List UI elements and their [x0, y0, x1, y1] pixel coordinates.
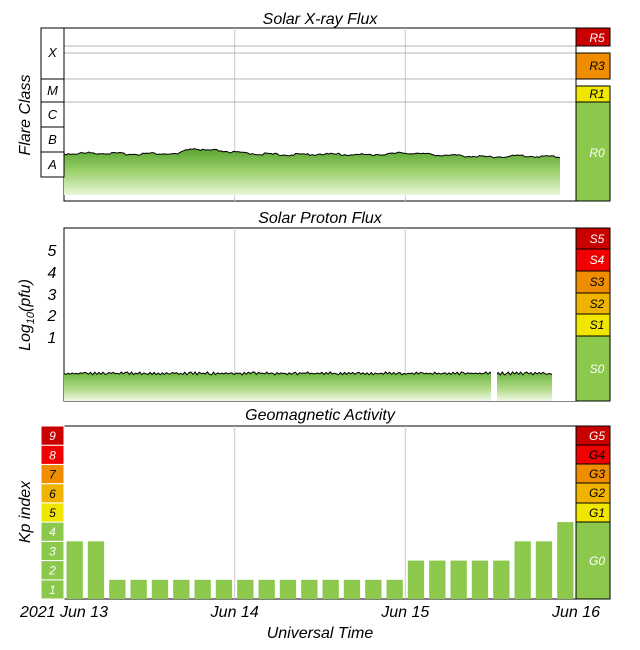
xray-class-lines	[64, 45, 576, 103]
kp-bar	[173, 579, 190, 599]
kp-bar	[471, 560, 489, 599]
xaxis-label: Universal Time	[267, 625, 374, 642]
kp-bars	[66, 522, 574, 599]
proton-ytick-3: 3	[48, 287, 57, 304]
kp-bar	[450, 560, 467, 599]
scale-g1: G1	[589, 506, 605, 520]
kp-scale-label: 9	[49, 429, 56, 443]
proton-ytick-4: 4	[48, 265, 57, 282]
kp-bar	[535, 541, 553, 599]
xray-flux-line	[63, 148, 561, 159]
flare-class-m: M	[47, 83, 58, 98]
scale-r5: R5	[589, 31, 605, 45]
kp-bar	[322, 579, 339, 599]
proton-ylabel: Log10(pfu)	[17, 279, 37, 351]
scale-r0: R0	[589, 146, 605, 160]
kp-index-scale: 1 2 3 4 5 6 7 8 9	[40, 425, 65, 600]
kp-scale-label: 8	[49, 448, 56, 462]
kp-bar	[151, 579, 169, 599]
scale-g5: G5	[589, 429, 605, 443]
kp-bar	[386, 579, 403, 599]
proton-gridlines	[234, 228, 406, 401]
kp-bar	[365, 579, 382, 599]
proton-title: Solar Proton Flux	[258, 210, 383, 227]
kp-bar	[279, 579, 297, 599]
flare-class-b: B	[48, 132, 57, 147]
scale-s0: S0	[590, 362, 605, 376]
flare-class-x: X	[47, 45, 58, 60]
xtick-jun16: Jun 16	[551, 604, 600, 621]
xray-title: Solar X-ray Flux	[263, 11, 379, 28]
proton-ytick-2: 2	[47, 308, 57, 325]
flare-class-a: A	[47, 157, 57, 172]
proton-data-gaps	[491, 362, 576, 401]
proton-yticks: 5 4 3 2 1	[47, 243, 57, 347]
xray-ylabel: Flare Class	[17, 75, 34, 156]
xtick-jun15: Jun 15	[380, 604, 429, 621]
radiation-storm-scale	[575, 227, 611, 402]
kp-bar	[66, 541, 83, 599]
kp-scale-label: 1	[49, 583, 56, 597]
kp-bar	[343, 579, 361, 599]
scale-s4: S4	[590, 253, 605, 267]
geomag-title: Geomagnetic Activity	[245, 407, 396, 424]
geomagnetic-storm-scale	[575, 425, 611, 600]
proton-ytick-5: 5	[48, 243, 57, 260]
proton-flux-line	[63, 371, 577, 376]
flare-class-c: C	[48, 107, 58, 122]
kp-bar	[429, 560, 446, 599]
kp-bar	[130, 579, 147, 599]
flare-class-dividers	[41, 78, 64, 153]
radio-blackout-scale	[575, 27, 611, 202]
kp-bar	[194, 579, 211, 599]
kp-bar	[557, 522, 574, 599]
scale-g4: G4	[589, 448, 605, 462]
xtick-jun13: 2021 Jun 13	[19, 604, 108, 621]
kp-scale-label: 3	[49, 544, 56, 558]
geomag-ylabel: Kp index	[17, 480, 34, 543]
kp-bar	[87, 541, 105, 599]
kp-scale-label: 2	[48, 564, 56, 578]
kp-bar	[514, 541, 531, 599]
kp-scale-label: 5	[49, 506, 56, 520]
kp-bar	[258, 579, 275, 599]
kp-bar	[109, 579, 126, 599]
scale-g0: G0	[589, 554, 605, 568]
geomag-gridlines	[234, 426, 406, 599]
kp-bar	[407, 560, 425, 599]
scale-s2: S2	[590, 297, 605, 311]
kp-scale-label: 7	[49, 468, 57, 482]
kp-bar	[215, 579, 233, 599]
xtick-jun14: Jun 14	[210, 604, 259, 621]
scale-r3: R3	[589, 59, 605, 73]
kp-scale-label: 6	[49, 487, 56, 501]
scale-r1: R1	[589, 87, 604, 101]
scale-s1: S1	[590, 318, 605, 332]
proton-flux-area	[64, 371, 576, 401]
scale-g2: G2	[589, 486, 605, 500]
proton-ytick-1: 1	[48, 330, 57, 347]
scale-g3: G3	[589, 467, 605, 481]
scale-s5: S5	[590, 232, 605, 246]
kp-bar	[301, 579, 318, 599]
scale-s3: S3	[590, 275, 605, 289]
kp-bar	[237, 579, 254, 599]
kp-bar	[493, 560, 510, 599]
kp-scale-label: 4	[49, 525, 56, 539]
kp-scale-cell	[40, 425, 65, 446]
xray-flux-area	[64, 148, 560, 195]
